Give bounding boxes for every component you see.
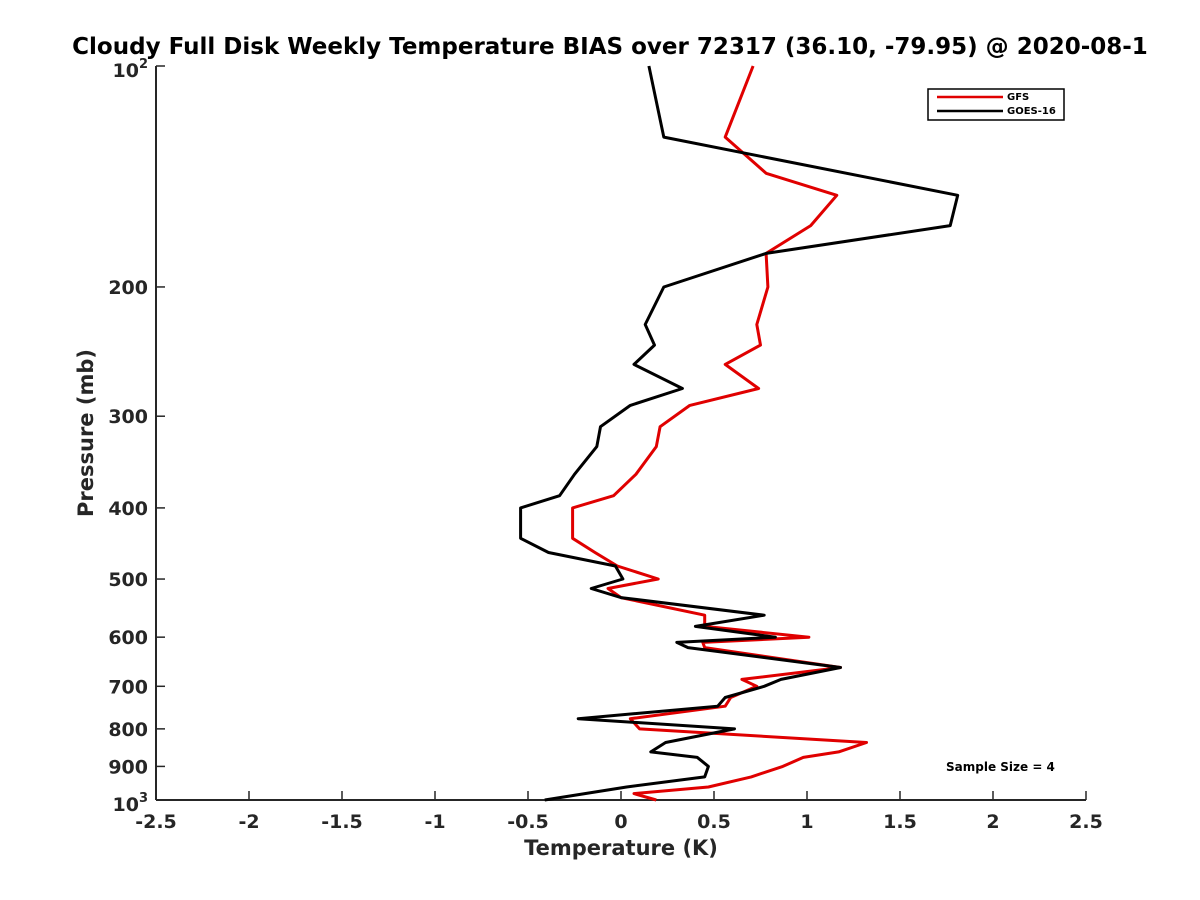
y-tick-top-exp: 2 bbox=[139, 57, 148, 72]
y-tick-bottom-exp: 3 bbox=[139, 791, 148, 806]
x-tick-label: -2.5 bbox=[135, 811, 177, 833]
x-tick-label: 0 bbox=[614, 811, 627, 833]
legend-label-gfs: GFS bbox=[1007, 92, 1029, 103]
y-axis-ticks: 200 300 400 500 600 700 800 900 bbox=[108, 65, 165, 801]
svg-text:102: 102 bbox=[113, 57, 149, 82]
series-line-gfs bbox=[571, 65, 868, 802]
x-tick-label: 1 bbox=[800, 811, 813, 833]
y-tick-label: 700 bbox=[108, 676, 148, 698]
legend-box bbox=[927, 88, 1065, 121]
plot-area bbox=[155, 66, 1086, 801]
x-tick-label: 2 bbox=[986, 811, 999, 833]
y-tick-bottom-base: 10 bbox=[113, 794, 139, 816]
y-tick-bottom: 103 bbox=[113, 791, 149, 816]
y-tick-label: 800 bbox=[108, 719, 148, 741]
y-tick-top: 102 bbox=[113, 57, 149, 82]
legend-label-goes16: GOES-16 bbox=[1007, 106, 1056, 117]
svg-text:103: 103 bbox=[113, 791, 149, 816]
y-tick-label: 500 bbox=[108, 569, 148, 591]
y-tick-top-base: 10 bbox=[113, 60, 139, 82]
y-axis-label: Pressure (mb) bbox=[74, 349, 98, 517]
x-axis-label: Temperature (K) bbox=[524, 836, 718, 860]
x-tick-label: -2 bbox=[238, 811, 259, 833]
x-tick-label: -1.5 bbox=[321, 811, 363, 833]
x-tick-label: -1 bbox=[424, 811, 445, 833]
x-tick-label: 1.5 bbox=[883, 811, 917, 833]
y-tick-label: 900 bbox=[108, 756, 148, 778]
y-tick-label: 400 bbox=[108, 498, 148, 520]
x-tick-label: -0.5 bbox=[507, 811, 549, 833]
x-tick-label: 0.5 bbox=[697, 811, 731, 833]
sample-size-annotation: Sample Size = 4 bbox=[946, 760, 1055, 774]
chart-title: Cloudy Full Disk Weekly Temperature BIAS… bbox=[72, 34, 1148, 60]
series-line-goes-16 bbox=[519, 65, 960, 802]
legend: GFS GOES-16 bbox=[927, 88, 1065, 121]
x-axis-ticks: -2.5 -2 -1.5 -1 -0.5 0 0.5 1 1.5 2 2.5 bbox=[135, 791, 1103, 833]
x-tick-label: 2.5 bbox=[1069, 811, 1103, 833]
y-tick-label: 200 bbox=[108, 277, 148, 299]
series-group bbox=[519, 65, 960, 802]
y-tick-label: 300 bbox=[108, 406, 148, 428]
y-tick-label: 600 bbox=[108, 627, 148, 649]
